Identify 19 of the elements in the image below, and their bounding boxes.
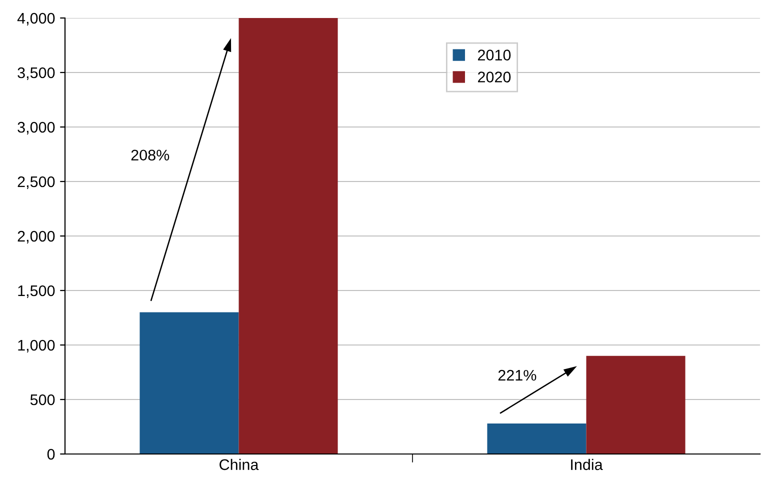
y-tick-label: 0 (47, 448, 55, 460)
y-tick-label: 4,000 (17, 12, 55, 26)
annotation: 221% (498, 370, 536, 381)
y-tick-label: 1,000 (18, 340, 55, 352)
y-tick-label: 2,500 (18, 176, 55, 189)
legend-label: 2020 (478, 72, 511, 82)
annotation: 208% (131, 150, 170, 161)
y-tick-label: 3,500 (18, 67, 55, 80)
legend-label: 2010 (478, 50, 511, 60)
x-tick-label: China (220, 458, 259, 470)
bar (586, 356, 686, 454)
bar (238, 18, 338, 454)
x-tick-label: India (571, 458, 603, 470)
y-tick-label: 3,000 (18, 122, 55, 134)
bar (487, 423, 586, 454)
bar (140, 312, 239, 454)
y-tick-label: 1,500 (18, 285, 55, 298)
y-tick-label: 2,000 (18, 230, 55, 244)
y-tick-label: 500 (30, 394, 55, 406)
